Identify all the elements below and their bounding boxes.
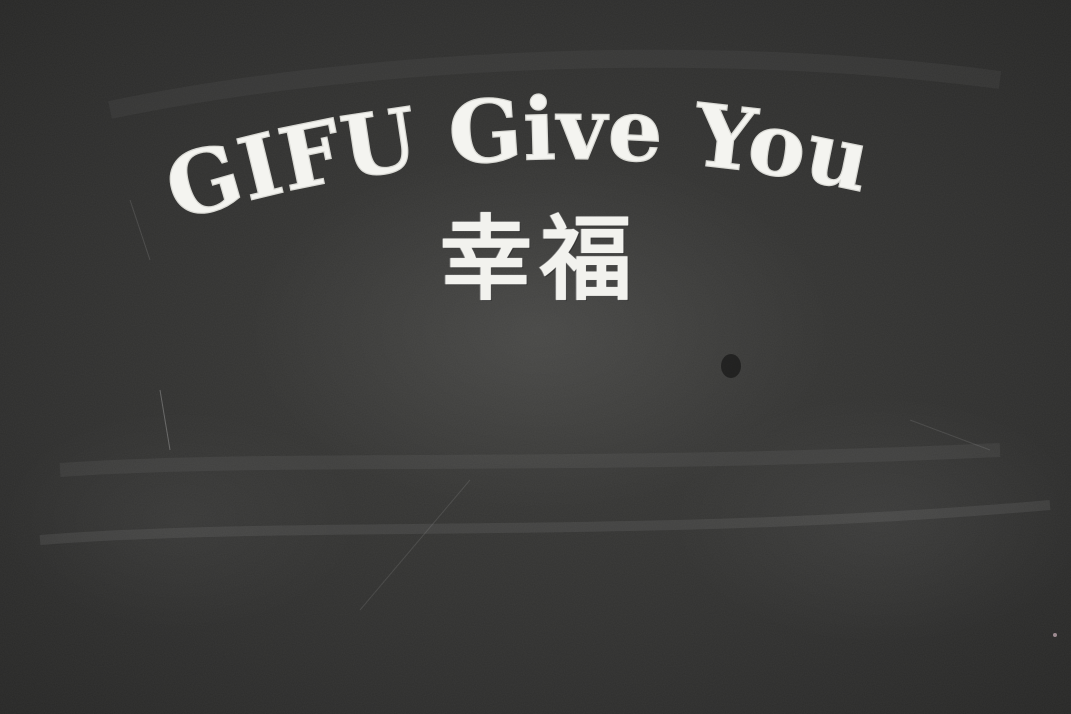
subline-text: 幸福 — [439, 206, 640, 313]
headline-banner: GIFU Give You — [154, 78, 879, 240]
